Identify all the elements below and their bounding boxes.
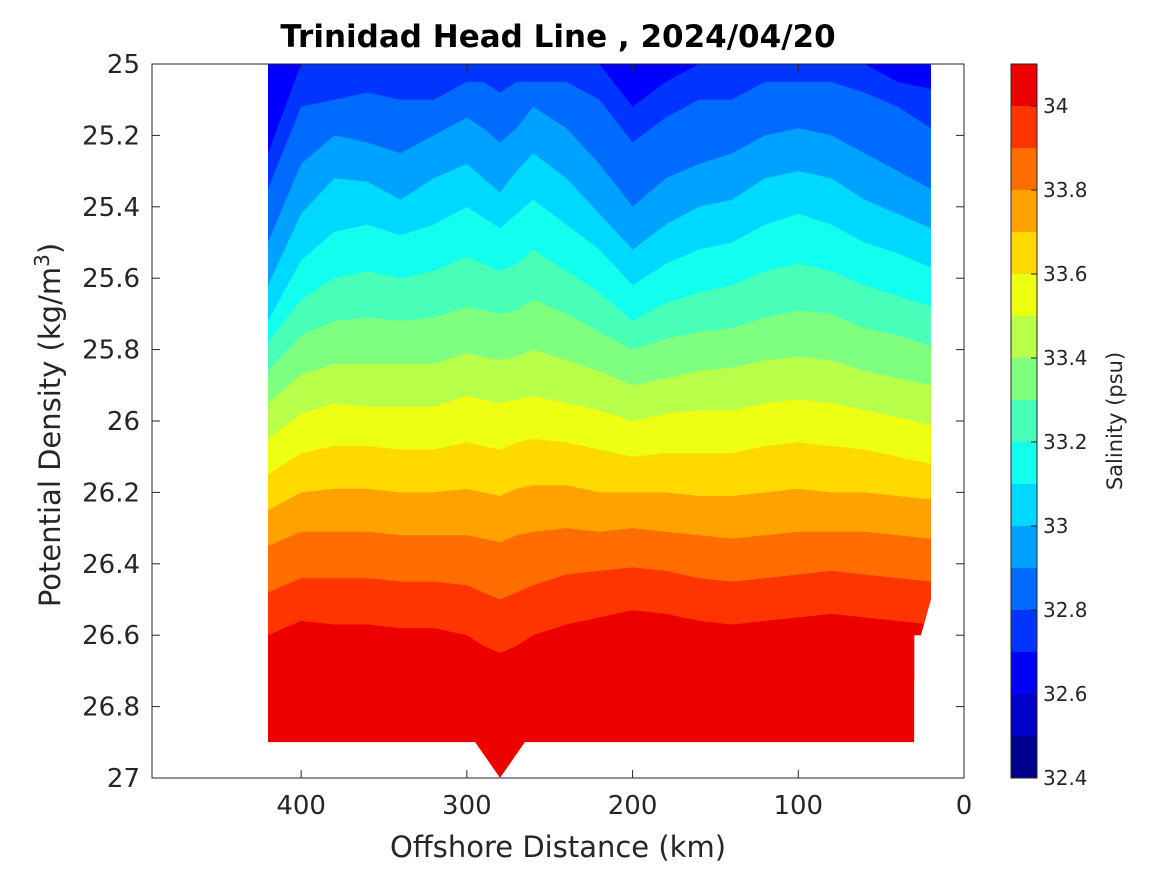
y-axis-title-close: ) <box>33 243 67 254</box>
colorbar-band <box>1011 652 1037 694</box>
colorbar-tick-label: 32.6 <box>1043 682 1088 706</box>
colorbar-band <box>1011 610 1037 652</box>
colorbar-band <box>1011 190 1037 232</box>
y-axis: 25 25.2 25.4 25.6 25.8 26 26.2 26.4 26.6 26.8 27 <box>82 50 964 794</box>
chart-title: Trinidad Head Line , 2024/04/20 <box>280 19 835 55</box>
colorbar: 32.4 32.6 32.8 33 33.2 33.4 33.6 33.8 34 <box>1010 63 1088 790</box>
colorbar-tick-label: 33.2 <box>1043 430 1088 454</box>
colorbar-band <box>1011 736 1037 778</box>
y-tick-label: 26.6 <box>82 621 140 651</box>
y-tick-label: 25.4 <box>82 193 140 223</box>
colorbar-tick-label: 34 <box>1043 94 1068 118</box>
colorbar-band <box>1011 232 1037 274</box>
y-tick-label: 25 <box>107 50 140 80</box>
x-tick-label: 0 <box>956 791 973 821</box>
colorbar-band <box>1011 148 1037 190</box>
y-tick-label: 25.8 <box>82 336 140 366</box>
x-tick-label: 400 <box>276 791 326 821</box>
colorbar-band <box>1011 484 1037 526</box>
y-tick-label: 26.4 <box>82 550 140 580</box>
colorbar-tick-label: 32.4 <box>1043 766 1088 790</box>
y-tick-label: 26.2 <box>82 478 140 508</box>
colorbar-tick-label: 33.8 <box>1043 178 1088 202</box>
colorbar-band <box>1011 316 1037 358</box>
colorbar-band <box>1011 274 1037 316</box>
x-tick-label: 100 <box>773 791 823 821</box>
x-tick-label: 300 <box>442 791 492 821</box>
colorbar-tick-label: 33 <box>1043 514 1068 538</box>
colorbar-band <box>1011 400 1037 442</box>
colorbar-tick-label: 32.8 <box>1043 598 1088 622</box>
colorbar-band <box>1011 694 1037 736</box>
x-axis: 400 300 200 100 0 <box>276 64 972 821</box>
colorbar-tick-label: 33.4 <box>1043 346 1088 370</box>
colorbar-title: Salinity (psu) <box>1103 352 1127 490</box>
y-axis-title-superscript: 3 <box>30 254 54 267</box>
colorbar-band <box>1011 442 1037 484</box>
colorbar-band <box>1011 358 1037 400</box>
contour-band-32.7 <box>268 64 931 189</box>
x-axis-title: Offshore Distance (km) <box>390 830 726 864</box>
colorbar-band <box>1011 526 1037 568</box>
colorbar-band <box>1011 106 1037 148</box>
x-tick-label: 200 <box>608 791 658 821</box>
colorbar-band <box>1011 568 1037 610</box>
colorbar-tick-label: 33.6 <box>1043 262 1088 286</box>
contour-band-32.8 <box>268 64 931 243</box>
y-axis-title: Potential Density (kg/m3) <box>30 243 67 607</box>
contour-fill-layer <box>268 64 931 778</box>
y-tick-label: 27 <box>107 764 140 794</box>
y-tick-label: 26.8 <box>82 693 140 723</box>
colorbar-frame <box>1010 63 1038 779</box>
y-axis-title-main: Potential Density (kg/m <box>33 267 67 607</box>
y-tick-label: 25.6 <box>82 264 140 294</box>
colorbar-band <box>1011 64 1037 106</box>
y-tick-label: 25.2 <box>82 121 140 151</box>
y-tick-label: 26 <box>107 407 140 437</box>
